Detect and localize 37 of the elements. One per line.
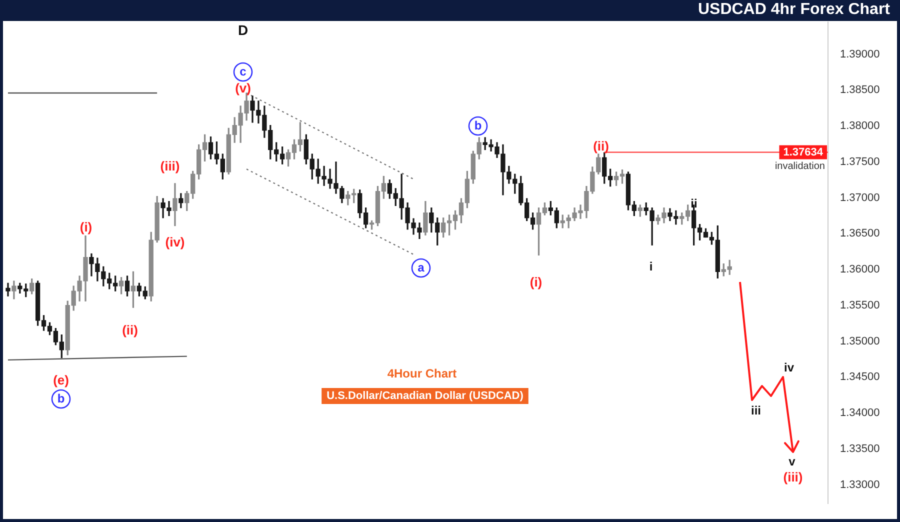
annotation: (e) bbox=[53, 372, 69, 388]
annotation: ii bbox=[690, 196, 698, 210]
annotation: (i) bbox=[530, 274, 542, 290]
y-tick-label: 1.37000 bbox=[840, 192, 880, 204]
annotation: b bbox=[57, 391, 65, 406]
y-tick-label: 1.33500 bbox=[840, 442, 880, 455]
y-tick-label: 1.36000 bbox=[840, 264, 880, 276]
annotation: (ii) bbox=[122, 322, 138, 338]
annotation: iii bbox=[750, 403, 762, 418]
annotation: (ii) bbox=[593, 138, 609, 154]
annotation: a bbox=[418, 260, 425, 274]
annotation: (i) bbox=[80, 220, 92, 235]
annotation: i bbox=[649, 259, 653, 274]
annotation: invalidation bbox=[774, 161, 825, 172]
y-tick-label: 1.33000 bbox=[840, 478, 880, 491]
annotation: 4Hour Chart bbox=[387, 366, 457, 380]
y-tick-label: 1.37500 bbox=[840, 156, 880, 168]
annotation: (iii) bbox=[160, 158, 180, 174]
annotation: iv bbox=[784, 360, 794, 374]
annotation: D bbox=[238, 22, 248, 38]
y-tick-label: 1.39000 bbox=[840, 48, 880, 60]
annotation: (iv) bbox=[165, 234, 185, 250]
annotation: b bbox=[474, 118, 482, 132]
ref-line-label: 1.37634 bbox=[783, 146, 824, 158]
y-tick-label: 1.38500 bbox=[840, 84, 880, 96]
annotation: (iii) bbox=[783, 470, 803, 485]
y-tick-label: 1.34000 bbox=[840, 407, 880, 420]
y-tick-label: 1.36500 bbox=[840, 228, 880, 240]
y-tick-label: 1.34500 bbox=[840, 371, 880, 384]
annotation: v bbox=[788, 454, 796, 468]
y-tick-label: 1.38000 bbox=[840, 120, 880, 132]
chart-title: USDCAD 4hr Forex Chart bbox=[698, 1, 890, 19]
y-tick-label: 1.35500 bbox=[840, 299, 880, 312]
y-tick-label: 1.35000 bbox=[840, 335, 880, 348]
annotation: (v) bbox=[235, 80, 251, 96]
annotation: c bbox=[240, 64, 247, 78]
annotation: U.S.Dollar/Canadian Dollar (USDCAD) bbox=[326, 390, 524, 402]
